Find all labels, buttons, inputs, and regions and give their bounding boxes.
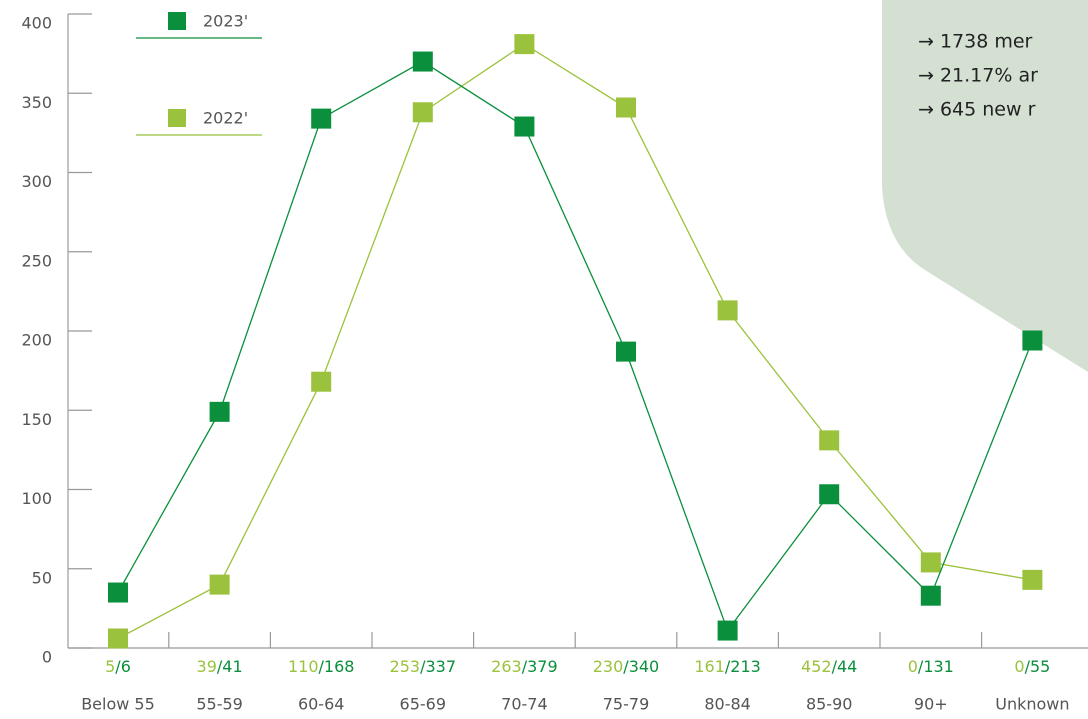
pair-label-part: 161 — [694, 657, 725, 676]
pair-label-part: 6 — [121, 657, 131, 676]
pair-label-part: 213 — [730, 657, 761, 676]
pair-label-part: 5 — [105, 657, 115, 676]
x-tick-label: Unknown — [995, 695, 1069, 714]
pair-label-part: 253 — [390, 657, 421, 676]
point — [514, 116, 535, 137]
pair-label-part: / — [217, 657, 223, 676]
pair-label-part: 263 — [491, 657, 522, 676]
y-tick-label: 0 — [42, 648, 52, 667]
point — [108, 628, 128, 649]
pair-label-part: 230 — [593, 657, 624, 676]
point — [311, 371, 332, 392]
x-tick-label: Below 55 — [81, 695, 155, 714]
series-line — [117, 60, 1034, 632]
annotation: → 21.17% ar — [918, 65, 1038, 87]
pair-label-part: 452 — [801, 657, 832, 676]
point — [717, 300, 738, 321]
x-tick-label: 85-90 — [806, 695, 853, 714]
point — [209, 401, 230, 422]
y-tick-label: 100 — [21, 489, 52, 508]
legend-label: 2023' — [203, 12, 248, 31]
x-tick-label: 55-59 — [196, 695, 243, 714]
pair-label-part: / — [319, 657, 325, 676]
x-tick-label: 70-74 — [501, 695, 548, 714]
point — [717, 620, 738, 641]
annotation: → 645 new r — [918, 99, 1036, 121]
point — [412, 102, 433, 123]
pair-label-part: / — [725, 657, 731, 676]
point — [920, 552, 941, 573]
pair-label-part: 337 — [425, 657, 456, 676]
point — [514, 34, 535, 55]
pair-label-part: 168 — [324, 657, 355, 676]
legend-swatch — [168, 109, 186, 127]
annotation: → 1738 mer — [918, 31, 1033, 53]
pair-label-part: 340 — [629, 657, 660, 676]
legend-swatch — [168, 12, 186, 30]
pair-label-part: 41 — [222, 657, 242, 676]
y-tick-label: 150 — [21, 410, 52, 429]
pair-label-part: / — [1025, 657, 1031, 676]
pair-label-part: 110 — [288, 657, 319, 676]
point — [209, 574, 230, 595]
pair-label-part: / — [623, 657, 629, 676]
info-panel — [882, 0, 1088, 372]
pair-label: 39/41 — [197, 657, 243, 676]
y-tick-label: 350 — [21, 93, 52, 112]
pair-label-part: / — [832, 657, 838, 676]
pair-label-part: 379 — [527, 657, 558, 676]
pair-label: 452/44 — [801, 657, 857, 676]
pair-label: 110/168 — [288, 657, 354, 676]
point — [412, 51, 433, 72]
series-line — [117, 43, 1033, 640]
point — [920, 585, 941, 606]
point — [1022, 330, 1043, 351]
point — [108, 582, 128, 603]
y-tick-label: 300 — [21, 172, 52, 191]
pair-label: 230/340 — [593, 657, 659, 676]
x-tick-label: 80-84 — [704, 695, 751, 714]
pair-label: 0/55 — [1014, 657, 1050, 676]
pair-label: 0/131 — [908, 657, 954, 676]
pair-label-part: 131 — [923, 657, 954, 676]
legend-label: 2022' — [203, 109, 248, 128]
pair-label-part: / — [918, 657, 924, 676]
pair-label: 263/379 — [491, 657, 557, 676]
pair-label-part: 44 — [837, 657, 857, 676]
pair-label-part: / — [522, 657, 528, 676]
pair-label-part: 0 — [908, 657, 918, 676]
point — [1022, 569, 1043, 590]
y-tick-label: 50 — [32, 568, 52, 587]
pair-label: 253/337 — [390, 657, 456, 676]
pair-label-part: / — [420, 657, 426, 676]
point — [616, 341, 636, 362]
x-tick-label: 75-79 — [603, 695, 650, 714]
x-tick-label: 60-64 — [298, 695, 345, 714]
point — [819, 430, 840, 451]
x-tick-label: 90+ — [914, 695, 948, 714]
pair-label-part: 39 — [197, 657, 217, 676]
y-tick-label: 200 — [21, 331, 52, 350]
point — [819, 484, 840, 505]
pair-label: 5/6 — [105, 657, 131, 676]
pair-label-part: 55 — [1030, 657, 1050, 676]
pair-label-part: 0 — [1014, 657, 1024, 676]
pair-label: 161/213 — [694, 657, 760, 676]
y-tick-label: 250 — [21, 251, 52, 270]
point — [616, 97, 636, 118]
x-tick-label: 65-69 — [400, 695, 447, 714]
y-tick-label: 400 — [21, 14, 52, 33]
point — [311, 108, 332, 129]
pair-label-part: / — [115, 657, 121, 676]
